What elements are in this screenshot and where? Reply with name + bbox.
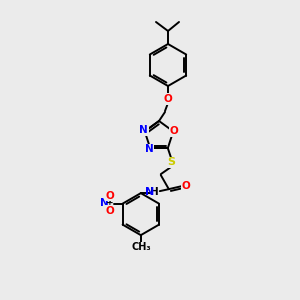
Text: O: O: [164, 94, 172, 104]
Text: N: N: [140, 125, 148, 135]
Text: N: N: [145, 187, 154, 196]
Text: CH₃: CH₃: [131, 242, 151, 252]
Text: O: O: [105, 190, 114, 201]
Text: +: +: [106, 198, 113, 207]
Text: O: O: [105, 206, 114, 216]
Text: N: N: [145, 144, 154, 154]
Text: N: N: [100, 198, 109, 208]
Text: O: O: [182, 181, 190, 191]
Text: O: O: [170, 126, 178, 136]
Text: H: H: [150, 187, 159, 197]
Text: S: S: [167, 157, 175, 167]
